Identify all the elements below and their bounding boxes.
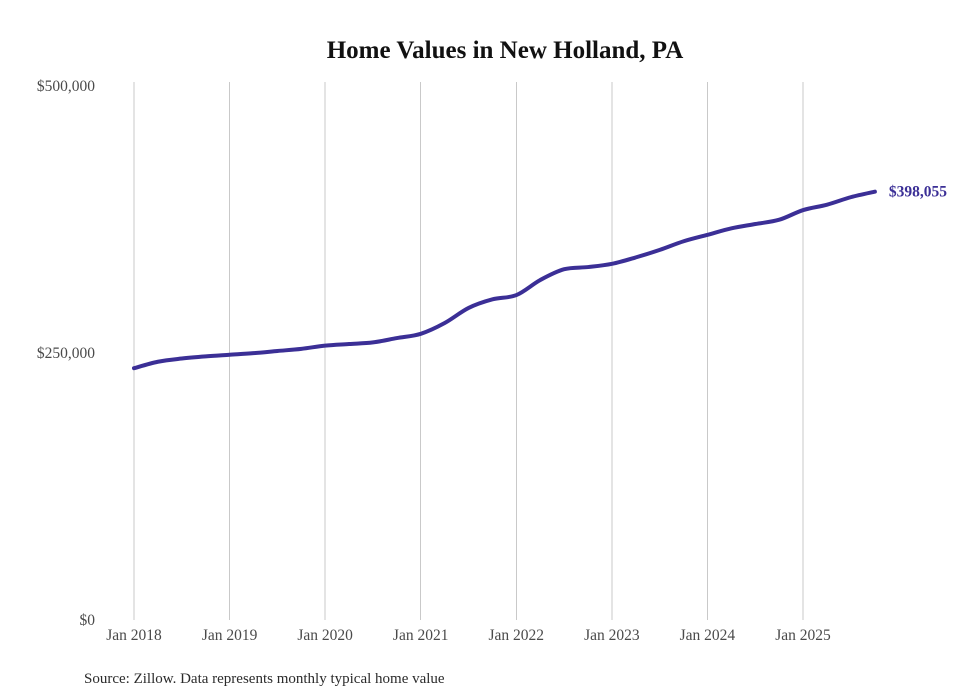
y-axis-tick-labels: $500,000 $250,000 $0 [37, 78, 95, 629]
y-axis-tick-label: $500,000 [37, 78, 95, 95]
page-title: Home Values in New Holland, PA [327, 37, 684, 64]
y-axis-tick-label: $0 [80, 612, 96, 629]
x-axis-tick-label: Jan 2021 [393, 627, 449, 644]
x-axis-tick-label: Jan 2025 [775, 627, 831, 644]
x-axis-tick-label: Jan 2019 [202, 627, 258, 644]
x-axis-tick-labels: Jan 2018 Jan 2019 Jan 2020 Jan 2021 Jan 2022… [106, 627, 831, 644]
series-line-typical-home-value [132, 189, 877, 371]
end-value-annotation: $398,055 [889, 184, 947, 201]
x-axis-tick-label: Jan 2018 [106, 627, 162, 644]
y-axis-tick-label: $250,000 [37, 345, 95, 362]
x-axis-tick-label: Jan 2024 [680, 627, 736, 644]
x-axis-tick-label: Jan 2020 [297, 627, 353, 644]
source-note: Source: Zillow. Data represents monthly … [84, 671, 445, 687]
gridlines-group [133, 82, 804, 620]
x-axis-tick-label: Jan 2022 [489, 627, 545, 644]
x-axis-tick-label: Jan 2023 [584, 627, 640, 644]
